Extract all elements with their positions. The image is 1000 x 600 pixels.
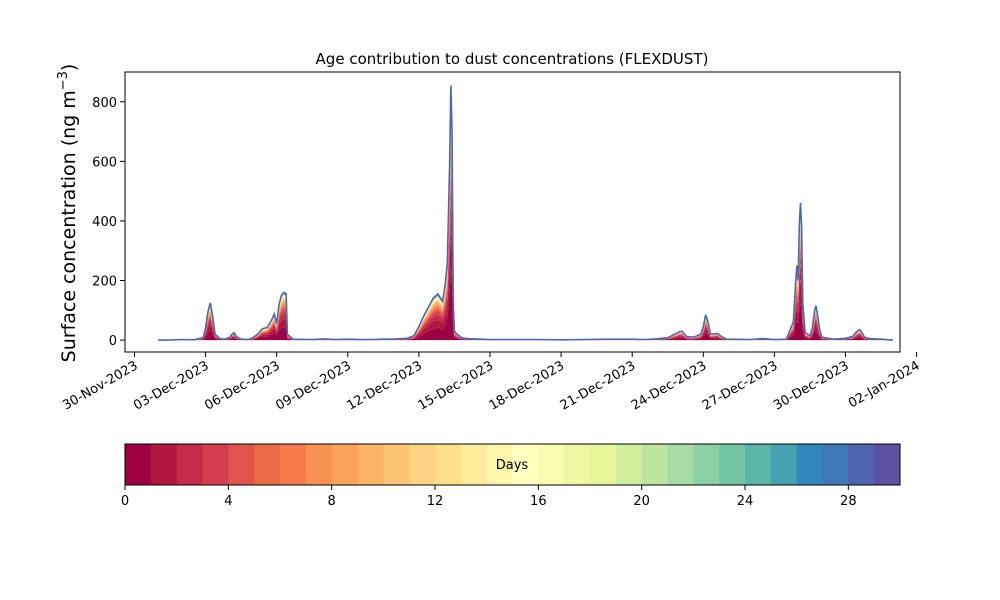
y-axis-label: Surface concentration (ng m−3) <box>56 64 80 363</box>
y-tick-label: 800 <box>92 96 117 111</box>
chart-title: Age contribution to dust concentrations … <box>316 50 709 68</box>
total-line <box>158 85 893 341</box>
colorbar-swatch-1 <box>150 444 178 485</box>
colorbar-label: Days <box>496 458 529 473</box>
colorbar-swatch-21 <box>667 444 694 485</box>
colorbar-swatch-18 <box>590 444 617 485</box>
colorbar-tick-label: 24 <box>737 494 754 509</box>
y-tick-label: 200 <box>92 275 117 290</box>
x-axis: 30-Nov-202303-Dec-202306-Dec-202309-Dec-… <box>60 352 923 414</box>
colorbar-tick-label: 12 <box>427 494 444 509</box>
x-tick-label: 15-Dec-2023 <box>416 358 496 413</box>
colorbar-swatch-6 <box>280 444 307 485</box>
age-band-21 <box>158 97 893 341</box>
colorbar-swatch-12 <box>435 444 462 485</box>
age-band-26 <box>158 89 893 341</box>
colorbar-swatch-16 <box>538 444 565 485</box>
colorbar-axis: 0 4 8 12 16 20 24 28 <box>121 485 857 509</box>
age-band-14 <box>158 107 893 341</box>
age-band-27 <box>158 88 893 341</box>
age-band-25 <box>158 91 893 341</box>
colorbar-swatch-11 <box>409 444 436 485</box>
colorbar-tick-label: 16 <box>530 494 547 509</box>
colorbar-tick-label: 28 <box>840 494 857 509</box>
x-tick-label: 27-Dec-2023 <box>700 358 780 413</box>
x-tick-label: 24-Dec-2023 <box>629 358 709 413</box>
colorbar-tick-label: 4 <box>224 494 232 509</box>
age-band-11 <box>158 116 893 341</box>
colorbar-swatch-0 <box>125 444 152 485</box>
age-band-1 <box>158 227 893 341</box>
x-tick-label: 30-Dec-2023 <box>771 358 851 413</box>
age-band-10 <box>158 121 893 341</box>
y-tick-label: 0 <box>109 334 117 349</box>
colorbar-swatch-22 <box>693 444 720 485</box>
age-band-17 <box>158 103 893 341</box>
age-band-29 <box>158 85 893 341</box>
x-tick-label: 06-Dec-2023 <box>202 358 282 413</box>
age-band-4 <box>158 167 893 341</box>
colorbar-swatch-19 <box>615 444 643 485</box>
colorbar-swatch-14 <box>486 444 513 485</box>
x-tick-label: 30-Nov-2023 <box>60 358 140 413</box>
colorbar-swatch-3 <box>202 444 229 485</box>
age-band-12 <box>158 112 893 341</box>
colorbar-tick-label: 0 <box>121 494 129 509</box>
colorbar-swatch-9 <box>357 444 384 485</box>
colorbar-swatch-4 <box>228 444 255 485</box>
colorbar-swatch-8 <box>331 444 358 485</box>
y-axis-label-main: Surface concentration (ng m <box>58 90 80 362</box>
x-tick-label: 03-Dec-2023 <box>131 358 211 413</box>
age-band-28 <box>158 86 893 341</box>
age-band-13 <box>158 109 893 341</box>
plot-area <box>158 85 893 341</box>
age-band-20 <box>158 98 893 341</box>
colorbar-tick-label: 8 <box>328 494 336 509</box>
y-tick-label: 600 <box>92 155 117 170</box>
age-band-3 <box>158 180 893 341</box>
age-band-22 <box>158 95 893 341</box>
age-band-18 <box>158 101 893 341</box>
colorbar <box>125 444 901 485</box>
age-band-6 <box>158 150 893 341</box>
x-tick-label: 18-Dec-2023 <box>487 358 567 413</box>
colorbar-swatch-13 <box>460 444 488 485</box>
colorbar-swatch-17 <box>564 444 591 485</box>
age-band-7 <box>158 142 893 341</box>
colorbar-swatch-7 <box>305 444 333 485</box>
age-band-5 <box>158 158 893 341</box>
age-band-16 <box>158 104 893 341</box>
colorbar-swatch-20 <box>641 444 668 485</box>
age-band-19 <box>158 100 893 341</box>
colorbar-tick-label: 20 <box>633 494 650 509</box>
colorbar-swatch-23 <box>719 444 746 485</box>
colorbar-swatch-25 <box>770 444 798 485</box>
age-band-23 <box>158 94 893 341</box>
y-tick-label: 400 <box>92 215 117 230</box>
age-band-2 <box>158 199 893 341</box>
colorbar-swatch-26 <box>796 444 823 485</box>
colorbar-swatch-10 <box>383 444 410 485</box>
colorbar-swatch-28 <box>848 444 875 485</box>
colorbar-swatch-2 <box>176 444 203 485</box>
age-band-24 <box>158 92 893 341</box>
y-axis-label-close: ) <box>58 64 80 71</box>
plot-frame <box>124 71 901 353</box>
colorbar-swatch-24 <box>745 444 772 485</box>
colorbar-swatch-15 <box>512 444 539 485</box>
age-band-15 <box>158 106 893 341</box>
x-tick-label: 09-Dec-2023 <box>273 358 353 413</box>
colorbar-swatch-29 <box>874 444 901 485</box>
age-band-9 <box>158 127 893 341</box>
colorbar-swatch-5 <box>254 444 281 485</box>
age-band-8 <box>158 135 893 341</box>
colorbar-frame <box>124 443 901 486</box>
x-tick-label: 02-Jan-2024 <box>846 358 923 411</box>
x-tick-label: 21-Dec-2023 <box>558 358 638 413</box>
y-axis: 0 200 400 600 800 <box>92 96 125 349</box>
y-axis-label-exponent: −3 <box>56 71 71 90</box>
x-tick-label: 12-Dec-2023 <box>344 358 424 413</box>
colorbar-swatch-27 <box>822 444 849 485</box>
